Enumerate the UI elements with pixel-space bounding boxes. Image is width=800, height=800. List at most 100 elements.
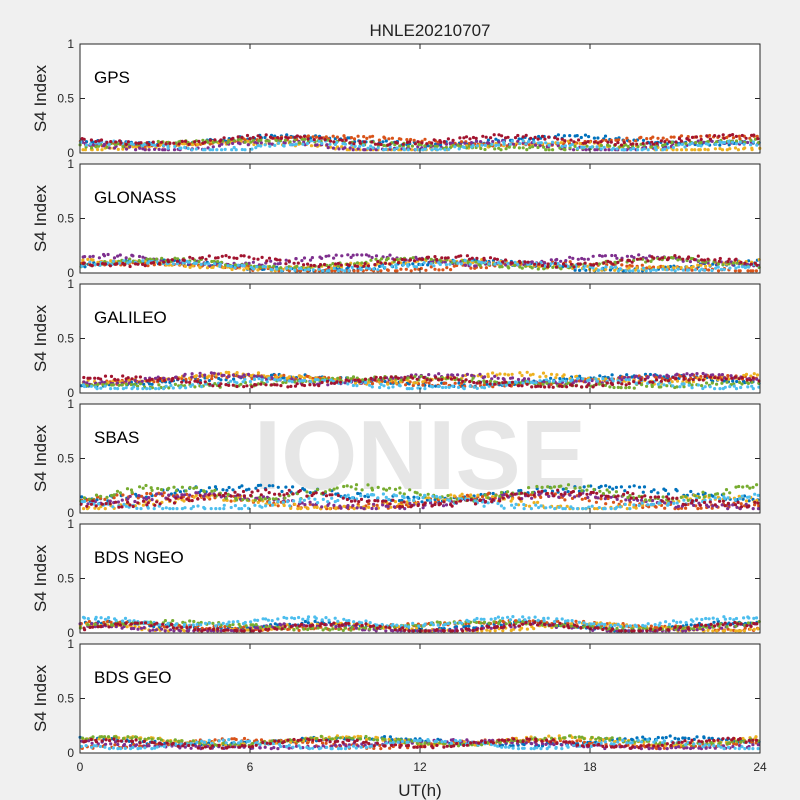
data-point — [408, 258, 412, 262]
data-point — [521, 381, 525, 385]
data-point — [674, 376, 678, 381]
data-point — [222, 503, 226, 507]
data-point — [239, 139, 243, 143]
data-point — [687, 268, 691, 272]
data-point — [706, 139, 710, 144]
data-point — [696, 143, 700, 147]
data-point — [179, 496, 183, 500]
data-point — [535, 484, 539, 489]
data-point — [349, 485, 353, 489]
data-point — [180, 380, 184, 384]
data-point — [666, 265, 670, 269]
data-point — [586, 257, 590, 261]
data-point — [632, 503, 636, 507]
data-point — [412, 259, 417, 263]
data-point — [650, 140, 654, 144]
data-point — [591, 490, 595, 495]
data-point — [305, 490, 309, 494]
data-point — [629, 496, 633, 500]
data-point — [694, 140, 698, 145]
data-point — [563, 148, 567, 152]
data-point — [573, 144, 577, 148]
data-point — [263, 143, 267, 147]
data-point — [563, 264, 568, 268]
data-point — [441, 385, 445, 390]
data-point — [434, 375, 438, 379]
data-point — [272, 264, 276, 268]
data-point — [180, 139, 184, 143]
data-point — [482, 386, 487, 390]
data-point — [755, 263, 759, 267]
data-point — [652, 502, 656, 506]
data-point — [430, 148, 434, 152]
data-point — [179, 146, 183, 150]
data-point — [327, 254, 331, 258]
data-point — [162, 491, 166, 495]
data-point — [200, 256, 204, 260]
data-point — [603, 134, 608, 138]
data-point — [502, 377, 506, 382]
data-point — [452, 264, 456, 268]
data-point — [726, 496, 730, 500]
data-point — [175, 262, 179, 266]
data-point — [150, 386, 154, 390]
data-point — [317, 384, 321, 388]
data-point — [210, 259, 214, 264]
data-point — [750, 148, 754, 152]
data-point — [605, 488, 609, 492]
data-point — [180, 493, 184, 497]
data-point — [363, 262, 367, 266]
data-point — [628, 269, 632, 273]
data-point — [88, 142, 92, 146]
data-point — [113, 377, 117, 381]
data-point — [566, 490, 570, 494]
data-point — [359, 497, 364, 501]
data-point — [306, 262, 310, 266]
data-point — [534, 503, 538, 507]
data-point — [491, 385, 495, 389]
data-point — [121, 493, 125, 497]
data-point — [620, 378, 624, 382]
data-point — [703, 374, 707, 379]
data-point — [453, 145, 457, 149]
data-point — [275, 258, 279, 262]
data-point — [549, 376, 553, 380]
data-point — [246, 372, 251, 376]
data-point — [738, 269, 742, 273]
data-point — [713, 147, 718, 151]
data-point — [636, 148, 640, 152]
data-point — [708, 263, 712, 267]
data-point — [339, 263, 343, 267]
data-point — [475, 256, 479, 260]
data-point — [609, 507, 613, 511]
data-point — [498, 372, 502, 376]
data-point — [591, 263, 596, 267]
data-point — [278, 377, 282, 381]
data-point — [168, 498, 172, 502]
data-point — [743, 266, 748, 270]
data-point — [487, 262, 491, 266]
data-point — [603, 254, 608, 258]
data-point — [253, 503, 257, 507]
data-point — [606, 140, 610, 144]
data-point — [237, 485, 241, 489]
data-point — [520, 491, 524, 495]
data-point — [540, 134, 545, 138]
data-point — [707, 493, 711, 497]
data-point — [312, 492, 316, 496]
data-point — [97, 139, 101, 143]
data-point — [298, 135, 302, 139]
data-point — [402, 496, 406, 500]
data-point — [221, 493, 225, 498]
data-point — [124, 379, 128, 383]
data-point — [383, 261, 388, 265]
data-point — [625, 373, 629, 377]
data-point — [231, 136, 235, 140]
data-point — [319, 136, 323, 140]
data-point — [209, 371, 213, 375]
data-point — [544, 374, 548, 378]
data-point — [145, 379, 149, 383]
data-point — [279, 374, 283, 378]
data-point — [493, 257, 497, 261]
data-point — [664, 488, 668, 492]
